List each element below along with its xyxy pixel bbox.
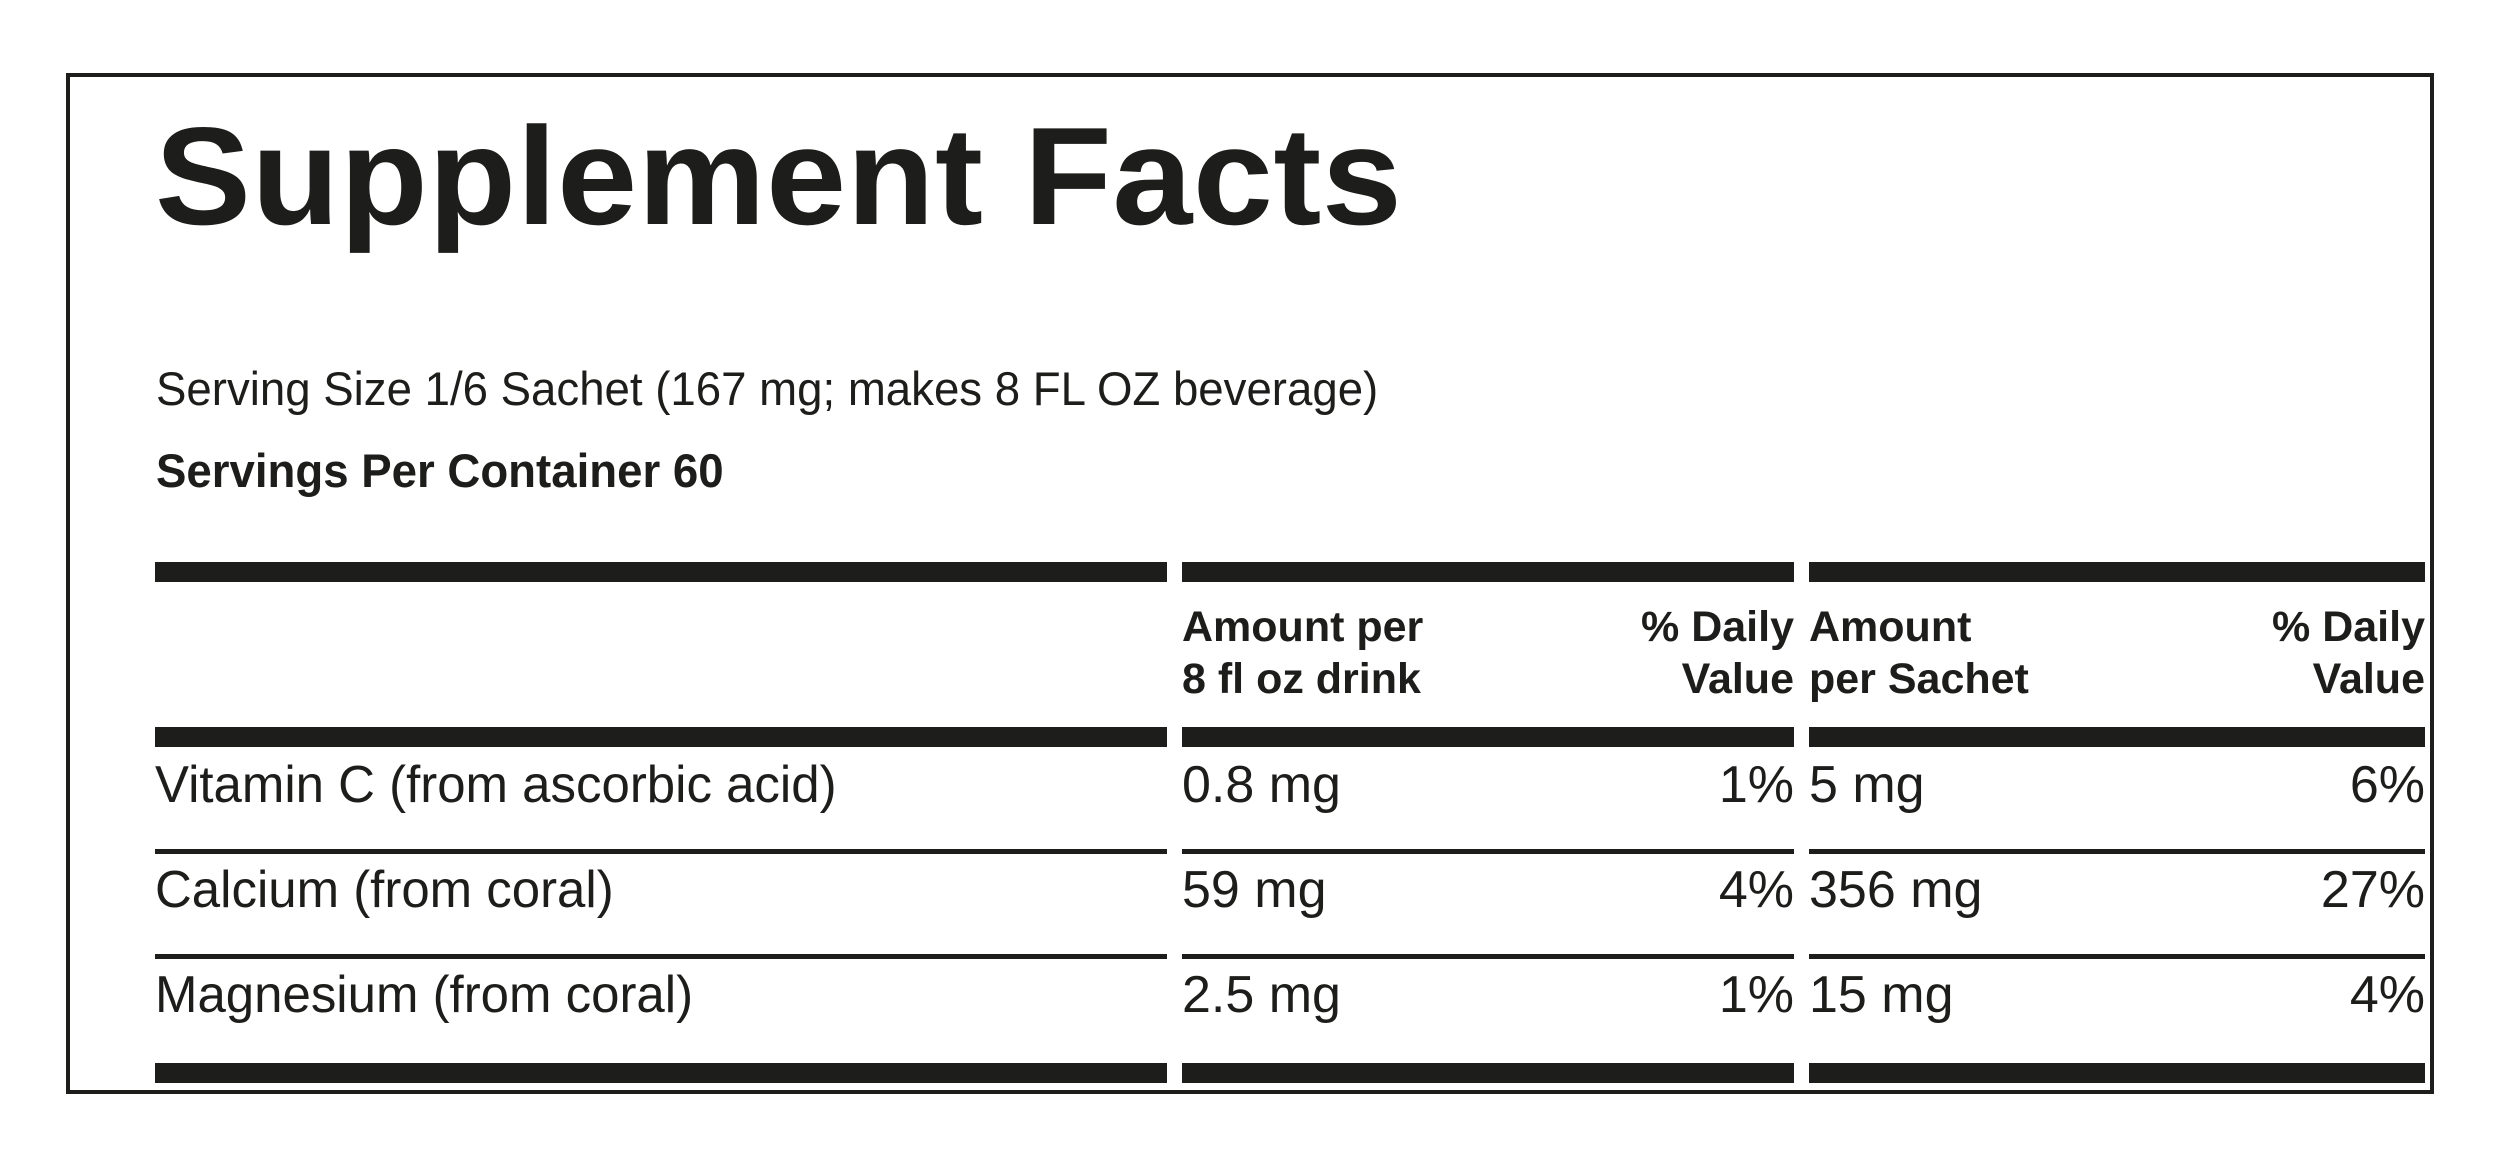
table-rule-row-1 [1809, 849, 2425, 854]
cell-dv-per-drink: 4% [1718, 861, 1794, 919]
column-group-per-sachet: Amount per Sachet % Daily Value 5 mg 6% … [1809, 77, 2425, 1090]
table-rule-row-1 [1182, 849, 1794, 854]
table-rule-header [1182, 727, 1794, 747]
table-rule-header [155, 727, 1167, 747]
page-title: Supplement Facts [155, 99, 1403, 254]
cell-amount-per-sachet: 356 mg [1809, 861, 1983, 919]
column-group-nutrient-names: Vitamin C (from ascorbic acid) Calcium (… [155, 77, 1167, 1090]
nutrition-table: Vitamin C (from ascorbic acid) Calcium (… [155, 77, 2425, 1090]
cell-dv-per-drink: 1% [1718, 756, 1794, 814]
cell-amount-per-sachet: 15 mg [1809, 966, 1954, 1024]
table-row: Calcium (from coral) [155, 861, 614, 919]
column-header-amount-per-sachet: Amount per Sachet [1809, 603, 2029, 703]
cell-dv-per-sachet: 27% [2320, 861, 2425, 919]
cell-amount-per-drink: 2.5 mg [1182, 966, 1341, 1024]
table-rule-top [1182, 562, 1794, 582]
table-rule-bottom [155, 1063, 1167, 1083]
supplement-facts-panel: Supplement Facts Serving Size 1/6 Sachet… [66, 73, 2434, 1094]
table-rule-row-2 [1809, 954, 2425, 959]
table-row: Magnesium (from coral) [155, 966, 694, 1024]
cell-amount-per-drink: 59 mg [1182, 861, 1327, 919]
table-rule-top [155, 562, 1167, 582]
column-header-daily-value-drink: % Daily Value [1641, 603, 1794, 703]
cell-amount-per-drink: 0.8 mg [1182, 756, 1341, 814]
cell-amount-per-sachet: 5 mg [1809, 756, 1925, 814]
table-rule-bottom [1182, 1063, 1794, 1083]
column-header-amount-per-drink: Amount per 8 fl oz drink [1182, 603, 1424, 703]
table-rule-row-2 [1182, 954, 1794, 959]
servings-per-container-text: Servings Per Container 60 [156, 444, 724, 497]
serving-size-text: Serving Size 1/6 Sachet (167 mg; makes 8… [156, 362, 1379, 415]
supplement-facts-inner: Supplement Facts Serving Size 1/6 Sachet… [155, 77, 2425, 1090]
table-rule-header [1809, 727, 2425, 747]
cell-dv-per-sachet: 6% [2349, 756, 2425, 814]
table-row: Vitamin C (from ascorbic acid) [155, 756, 837, 814]
table-rule-row-2 [155, 954, 1167, 959]
table-rule-bottom [1809, 1063, 2425, 1083]
column-group-per-drink: Amount per 8 fl oz drink % Daily Value 0… [1182, 77, 1794, 1090]
column-header-daily-value-sachet: % Daily Value [2272, 603, 2425, 703]
table-rule-top [1809, 562, 2425, 582]
cell-dv-per-drink: 1% [1718, 966, 1794, 1024]
table-rule-row-1 [155, 849, 1167, 854]
cell-dv-per-sachet: 4% [2349, 966, 2425, 1024]
